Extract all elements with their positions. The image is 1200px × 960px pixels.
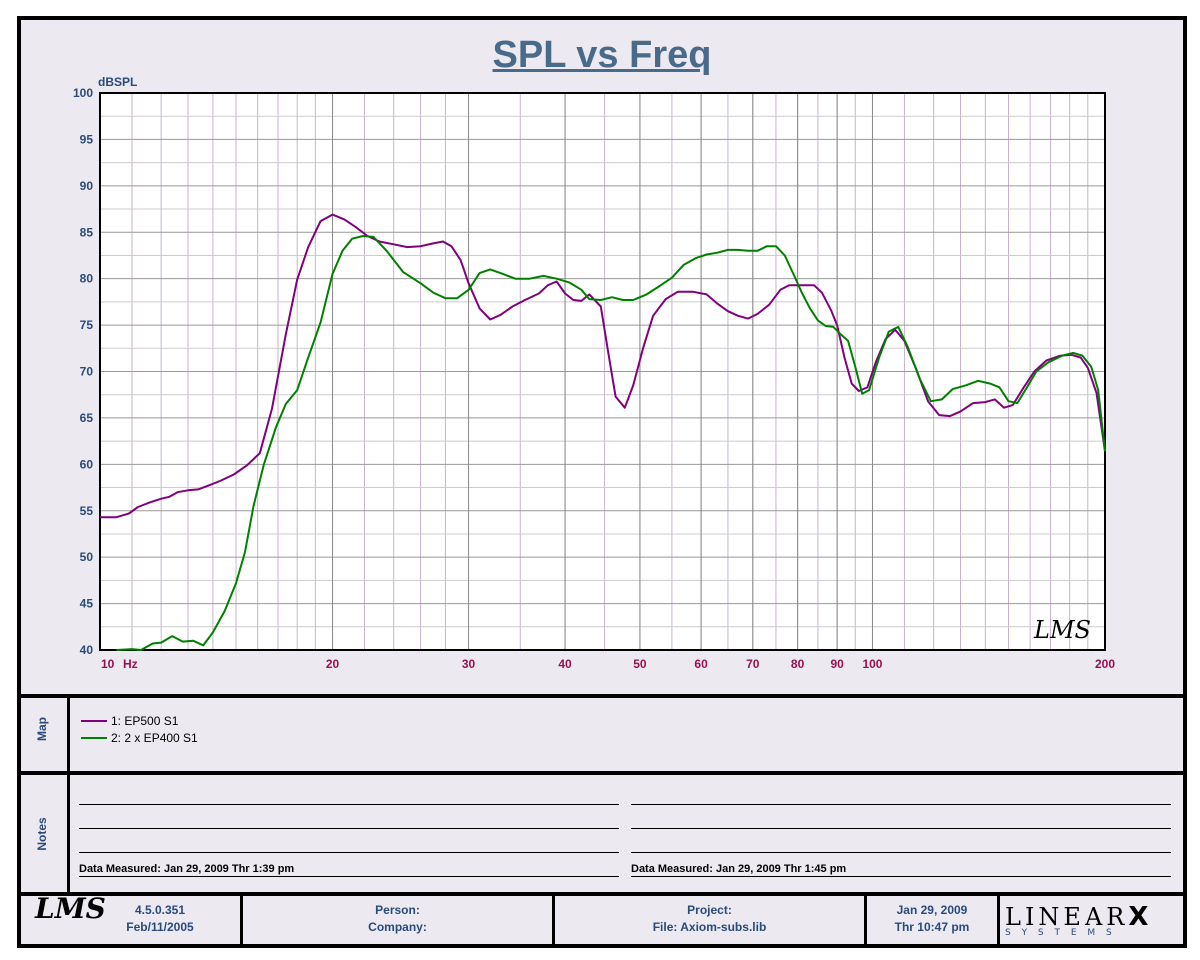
y-tick-label: 40 [80,643,94,657]
map-label: Map [35,717,49,741]
y-tick-label: 95 [80,132,94,146]
lms-watermark: LMS [1033,616,1091,644]
y-tick-label: 70 [80,365,94,379]
brand-x: X [1128,902,1149,932]
x-tick-label: 60 [694,657,708,671]
x-tick-label: 10 [101,657,115,671]
footer: LMS 4.5.0.351 Feb/11/2005 Person: Compan… [21,895,1183,946]
divider [240,896,243,944]
note-line [631,852,1171,853]
legend-item-1: 1: EP500 S1 [81,714,178,728]
divider [552,896,555,944]
x-tick-label: 50 [633,657,647,671]
spl-chart: 40 45 50 55 60 65 70 75 80 85 90 95 100 dBSPL 10 20 30 40… [73,75,1115,671]
x-tick-label: 80 [791,657,805,671]
x-tick-label: 30 [462,657,476,671]
divider [21,771,1183,775]
report-frame: SPL vs Freq 40 45 50 55 60 65 70 75 80 85 90 95 100 d… [17,16,1187,948]
x-tick-label: 200 [1095,657,1115,671]
y-tick-label: 90 [80,179,94,193]
y-tick-label: 50 [80,550,94,564]
x-tick-label: 40 [558,657,572,671]
y-tick-label: 100 [73,86,93,100]
footer-time: Thr 10:47 pm [894,920,970,934]
divider [21,694,1183,698]
x-tick-label: 70 [746,657,760,671]
series-line-ep500 [100,213,1106,519]
divider [864,896,867,944]
x-axis-label: Hz [123,657,138,671]
y-tick-label: 75 [80,318,94,332]
note-right-text: Data Measured: Jan 29, 2009 Thr 1:45 pm [631,863,847,875]
divider [997,896,1000,944]
project-label: Project: [687,903,732,917]
note-line [79,804,619,805]
x-tick-label: 20 [326,657,340,671]
y-tick-label: 55 [80,504,94,518]
note-line [79,876,619,877]
note-left-text: Data Measured: Jan 29, 2009 Thr 1:39 pm [79,863,295,875]
y-tick-label: 60 [80,457,94,471]
person-label: Person: [375,903,420,917]
legend-label-2: 2: 2 x EP400 S1 [111,731,198,745]
y-tick-label: 65 [80,411,94,425]
note-line [79,852,619,853]
divider [67,694,70,894]
file-label: File: Axiom-subs.lib [652,920,767,934]
legend-label-1: 1: EP500 S1 [111,714,179,728]
notes-label: Notes [35,817,49,851]
y-tick-label: 45 [80,597,94,611]
note-line [631,828,1171,829]
plot-border [99,92,1106,651]
note-line [631,876,1171,877]
chart-title: SPL vs Freq [492,34,712,76]
x-tick-label: 100 [862,657,882,671]
footer-logo-cell: LMS [21,895,106,940]
legend-item-2: 2: 2 x EP400 S1 [81,731,198,745]
company-label: Company: [368,920,427,934]
brand-linear: LINEAR [1005,903,1129,931]
version-number: 4.5.0.351 [134,903,186,917]
y-tick-label: 80 [80,272,94,286]
divider [21,892,1183,896]
y-axis-label: dBSPL [98,75,137,89]
x-tick-label: 90 [830,657,844,671]
legend-swatch-purple [81,720,107,722]
footer-datetime: Jan 29, 2009 Thr 10:47 pm [867,902,997,946]
footer-project: Project: File: Axiom-subs.lib [555,902,864,946]
footer-date: Jan 29, 2009 [896,903,968,917]
y-tick-label: 85 [80,225,94,239]
note-line [631,804,1171,805]
brand-systems: S Y S T E M S [1005,928,1116,938]
footer-version: 4.5.0.351 Feb/11/2005 [95,902,225,946]
legend-swatch-green [81,737,107,739]
version-date: Feb/11/2005 [126,920,194,934]
footer-person: Person: Company: [243,902,552,946]
note-line [79,828,619,829]
linearx-logo: LINEARX S Y S T E M S [1005,902,1175,942]
series-line-2xep400 [116,235,1106,651]
